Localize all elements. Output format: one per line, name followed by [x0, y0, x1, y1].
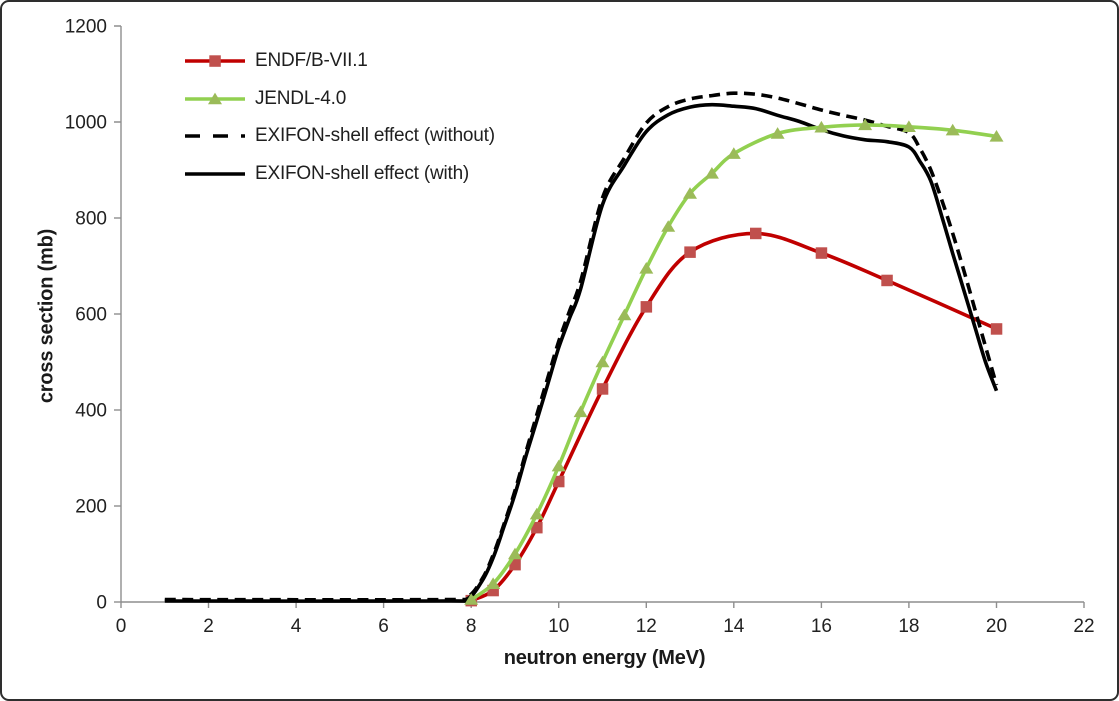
square-marker: [990, 323, 1003, 335]
triangle-marker: [529, 507, 544, 520]
legend-item-exifon-shell-effect-with: EXIFON-shell effect (with): [184, 162, 495, 186]
legend-label-jendl-4-0: JENDL-4.0: [255, 87, 347, 109]
tick-label-layer: 0 2 4 6 8 10 12 14 16 18 20 22 0 200 400 600 800 1000 1200: [65, 17, 1095, 638]
legend-item-endf-b-vii-1: ENDF/B-VII.1: [184, 49, 495, 73]
triangle-marker: [595, 355, 610, 368]
triangle-marker: [573, 405, 588, 418]
square-marker: [684, 246, 696, 258]
x-tick-label: 22: [1073, 616, 1094, 637]
triangle-marker: [661, 220, 676, 232]
legend-key-exifon-shell-effect-with: [185, 171, 245, 176]
y-tick-label: 400: [75, 401, 107, 422]
series-line-exifon-shell-effect-with: [164, 102, 999, 604]
y-tick-label: 1200: [65, 17, 107, 38]
x-tick-label: 20: [986, 616, 1007, 637]
square-marker: [881, 274, 893, 287]
legend-label-exifon-shell-effect-with: EXIFON-shell effect (with): [255, 162, 470, 184]
square-marker: [596, 383, 609, 395]
square-marker: [531, 521, 543, 534]
legend: ENDF/B-VII.1 JENDL-4.0 EXIFON-shell effect…: [184, 49, 495, 199]
legend-label-endf-b-vii-1: ENDF/B-VII.1: [255, 50, 368, 71]
triangle-marker: [726, 147, 741, 159]
legend-key-endf-b-vii-1: [185, 55, 245, 67]
square-marker: [750, 227, 762, 240]
triangle-marker: [639, 262, 654, 274]
y-tick-label: 1000: [65, 113, 107, 134]
triangle-marker: [617, 308, 632, 321]
square-marker: [815, 247, 828, 259]
y-tick-label: 0: [96, 593, 107, 614]
triangle-marker: [208, 92, 222, 104]
legend-key-exifon-shell-effect-without: [185, 134, 245, 138]
legend-key-jendl-4-0: [185, 92, 245, 104]
legend-item-jendl-4-0: JENDL-4.0: [184, 87, 495, 111]
legend-item-exifon-shell-effect-without: EXIFON-shell effect (without): [184, 124, 495, 148]
x-tick-label: 6: [378, 616, 389, 637]
square-marker: [553, 475, 565, 488]
triangle-marker: [858, 118, 873, 131]
triangle-marker: [464, 593, 479, 605]
x-axis-title: neutron energy (MeV): [503, 647, 706, 669]
triangle-marker: [901, 120, 916, 132]
x-tick-label: 14: [723, 616, 745, 637]
triangle-marker: [770, 127, 785, 139]
y-tick-label: 600: [75, 305, 107, 326]
y-axis-title: cross section (mb): [35, 228, 58, 404]
x-tick-label: 10: [548, 616, 569, 637]
series-line-jendl-4-0: [470, 123, 997, 602]
x-tick-label: 16: [811, 616, 832, 637]
series-line-endf-b-vii-1: [470, 231, 998, 603]
square-marker: [509, 558, 521, 571]
triangle-marker: [683, 187, 697, 199]
series-exifon-shell-effect-with: [164, 102, 999, 604]
series-jendl-4-0: [464, 118, 1004, 605]
x-tick-label: 4: [291, 616, 302, 637]
square-marker: [209, 55, 221, 67]
series-endf-b-vii-1: [465, 227, 1003, 607]
triangle-marker: [814, 120, 829, 133]
legend-label-exifon-shell-effect-without: EXIFON-shell effect (without): [255, 125, 495, 146]
square-marker: [640, 301, 653, 313]
triangle-marker: [704, 167, 719, 179]
x-tick-label: 18: [898, 616, 919, 637]
y-tick-label: 200: [75, 497, 107, 518]
x-tick-label: 0: [116, 616, 127, 637]
triangle-marker: [989, 130, 1004, 142]
x-tick-label: 12: [636, 616, 657, 637]
triangle-marker: [945, 123, 960, 136]
y-tick-label: 800: [75, 209, 107, 230]
series-layer: [164, 91, 1004, 607]
x-tick-label: 2: [203, 616, 214, 637]
triangle-marker: [486, 577, 501, 589]
triangle-marker: [551, 459, 566, 472]
triangle-marker: [508, 547, 522, 560]
square-marker: [487, 584, 499, 597]
x-tick-label: 8: [466, 616, 477, 637]
